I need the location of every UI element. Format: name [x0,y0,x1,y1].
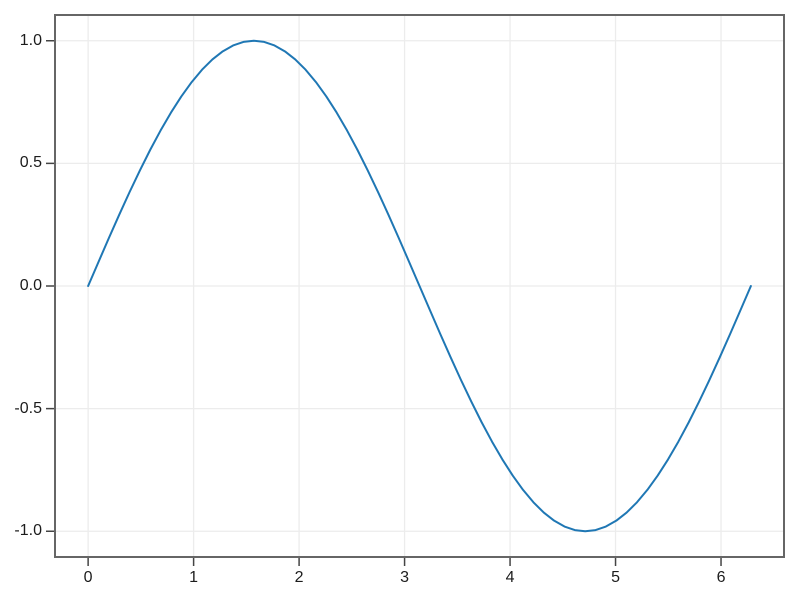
y-tick-label: 1.0 [19,31,42,49]
y-tick-label: -1.0 [14,522,42,540]
sine-curve [87,39,752,533]
x-tick-label: 0 [83,569,93,586]
x-tick-label: 3 [400,569,410,586]
x-tick-label: 2 [294,569,304,586]
tick-marks [46,40,722,566]
y-tick-label: -0.5 [14,399,42,417]
x-tick-label: 4 [505,569,515,586]
y-tick-label: 0.5 [19,154,42,172]
series-lines [87,39,752,533]
gridlines [56,16,783,556]
y-tick-label: 0.0 [19,277,42,294]
x-tick-label: 1 [189,569,199,586]
x-tick-label: 6 [716,569,726,586]
x-tick-label: 5 [611,569,620,586]
plot-border [54,14,785,558]
